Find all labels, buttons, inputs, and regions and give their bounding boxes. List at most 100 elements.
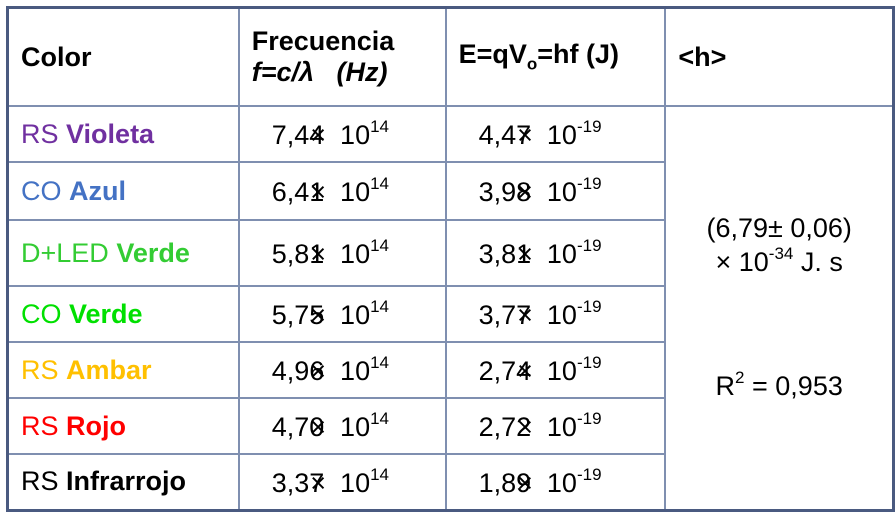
color-name: Rojo (66, 410, 127, 441)
row: RS Ambar 4,96× 1014 2,74× 10-19 (6, 341, 894, 399)
times-sign: × (310, 356, 327, 386)
times-sign: × (310, 300, 327, 330)
exponent: -19 (576, 236, 602, 255)
color-prefix: D+LED (21, 237, 109, 268)
r-exp: 2 (735, 368, 745, 388)
base: 10 (340, 300, 371, 330)
energy-cell: 3,77× 10-19 (444, 285, 667, 343)
color-cell: RS Infrarrojo (6, 453, 240, 511)
freq-value: 5,75 (271, 300, 325, 330)
times-sign: × (310, 120, 327, 150)
result-cell: (6,79± 0,06) × 10-34 J. s R2 = 0,953 (664, 105, 895, 511)
color-cell: RS Rojo (6, 397, 240, 455)
freq-cell: 3,37× 1014 (237, 453, 447, 511)
energy-cell: 2,74× 10-19 (444, 341, 667, 399)
header-row: Color Frecuencia f=c/λ (Hz) E=qVo=hf (J) … (6, 6, 895, 107)
energy-cell: 1,89× 10-19 (444, 453, 667, 511)
result-line: (6,79± 0,06) (678, 213, 880, 244)
energy-value: 3,98 (478, 177, 532, 207)
color-prefix: RS (21, 466, 59, 497)
exponent: -19 (576, 174, 602, 193)
base: 10 (546, 120, 577, 150)
color-name: Violeta (66, 118, 155, 149)
color-name: Ambar (66, 354, 152, 385)
times-sign: × (517, 412, 533, 442)
header-cell: Frecuencia f=c/λ (Hz) (237, 6, 447, 107)
exponent: -19 (576, 464, 602, 484)
exponent: 14 (370, 464, 390, 484)
header-cell: Color (6, 6, 240, 107)
times-sign: × (310, 177, 327, 207)
base: 10 (340, 412, 371, 442)
row: RS Infrarrojo 3,37× 1014 1,89× 10-19 (6, 453, 894, 511)
power-exp: -34 (768, 244, 794, 264)
energy-value: 2,74 (478, 356, 532, 386)
power: × 10 (715, 247, 769, 278)
exponent: 14 (370, 236, 390, 255)
freq-value: 6,41 (271, 177, 325, 207)
times-sign: × (517, 239, 533, 269)
result-line: R2 = 0,953 (678, 368, 880, 402)
times-sign: × (310, 239, 327, 269)
freq-value: 3,37 (271, 467, 325, 498)
freq-cell: 7,44× 1014 (237, 105, 447, 163)
times-sign: × (517, 300, 533, 330)
exponent: -19 (576, 297, 602, 316)
color-name: Verde (69, 298, 143, 329)
r-value: = 0,953 (752, 371, 843, 402)
freq-cell: 5,75× 1014 (237, 285, 447, 343)
row: RS Violeta 7,44× 1014 4,47× 10-19 (6,79± 0,06… (6, 105, 895, 511)
header-text: E=qV (458, 39, 527, 70)
exponent: 14 (370, 174, 390, 193)
color-cell: CO Azul (6, 161, 240, 221)
energy-cell: 4,47× 10-19 (444, 105, 667, 163)
exponent: -19 (576, 409, 602, 428)
energy-cell: 3,98× 10-19 (444, 161, 667, 221)
base: 10 (546, 300, 577, 330)
header-text: f=c/λ (251, 57, 314, 87)
freq-value: 7,44 (271, 120, 325, 150)
row: CO Verde 5,75× 1014 3,77× 10-19 (6, 285, 894, 343)
times-sign: × (517, 467, 533, 498)
exponent: 14 (370, 353, 390, 372)
header-text: <h> (678, 41, 727, 72)
exponent: -19 (576, 353, 602, 372)
freq-value: 4,96 (271, 356, 325, 386)
color-cell: CO Verde (6, 285, 240, 343)
color-prefix: CO (21, 298, 62, 329)
exponent: 14 (370, 297, 390, 316)
color-name: Infrarrojo (66, 466, 187, 497)
color-prefix: RS (21, 118, 59, 149)
base: 10 (546, 356, 577, 386)
base: 10 (546, 239, 577, 269)
header-text: Frecuencia (251, 26, 395, 56)
base: 10 (340, 177, 371, 207)
base: 10 (340, 356, 371, 386)
energy-cell: 3,81× 10-19 (444, 219, 667, 287)
freq-value: 4,70 (271, 412, 325, 442)
row: D+LED Verde 5,81× 1014 3,81× 10-19 (6, 219, 894, 287)
times-sign: × (517, 177, 533, 207)
header-text: (Hz) (336, 57, 388, 87)
energy-value: 2,72 (478, 412, 532, 442)
header-text: =hf (J) (537, 39, 619, 70)
energy-value: 3,77 (478, 300, 532, 330)
times-sign: × (310, 467, 327, 498)
energy-value: 1,89 (478, 467, 532, 498)
base: 10 (340, 120, 371, 150)
exponent: 14 (370, 409, 390, 428)
h-value: (6,79± 0,06) (706, 213, 852, 244)
color-prefix: RS (21, 354, 59, 385)
freq-cell: 5,81× 1014 (237, 219, 447, 287)
exponent: -19 (576, 117, 602, 136)
base: 10 (546, 412, 577, 442)
base: 10 (546, 177, 577, 207)
color-cell: RS Violeta (6, 105, 240, 163)
result-line: × 10-34 J. s (678, 244, 880, 278)
color-cell: D+LED Verde (6, 219, 240, 287)
data-table: Color Frecuencia f=c/λ (Hz) E=qVo=hf (J) … (6, 6, 895, 512)
times-sign: × (310, 412, 327, 442)
row: RS Rojo 4,70× 1014 2,72× 10-19 (6, 397, 894, 455)
unit: J. s (800, 247, 843, 278)
freq-cell: 4,70× 1014 (237, 397, 447, 455)
